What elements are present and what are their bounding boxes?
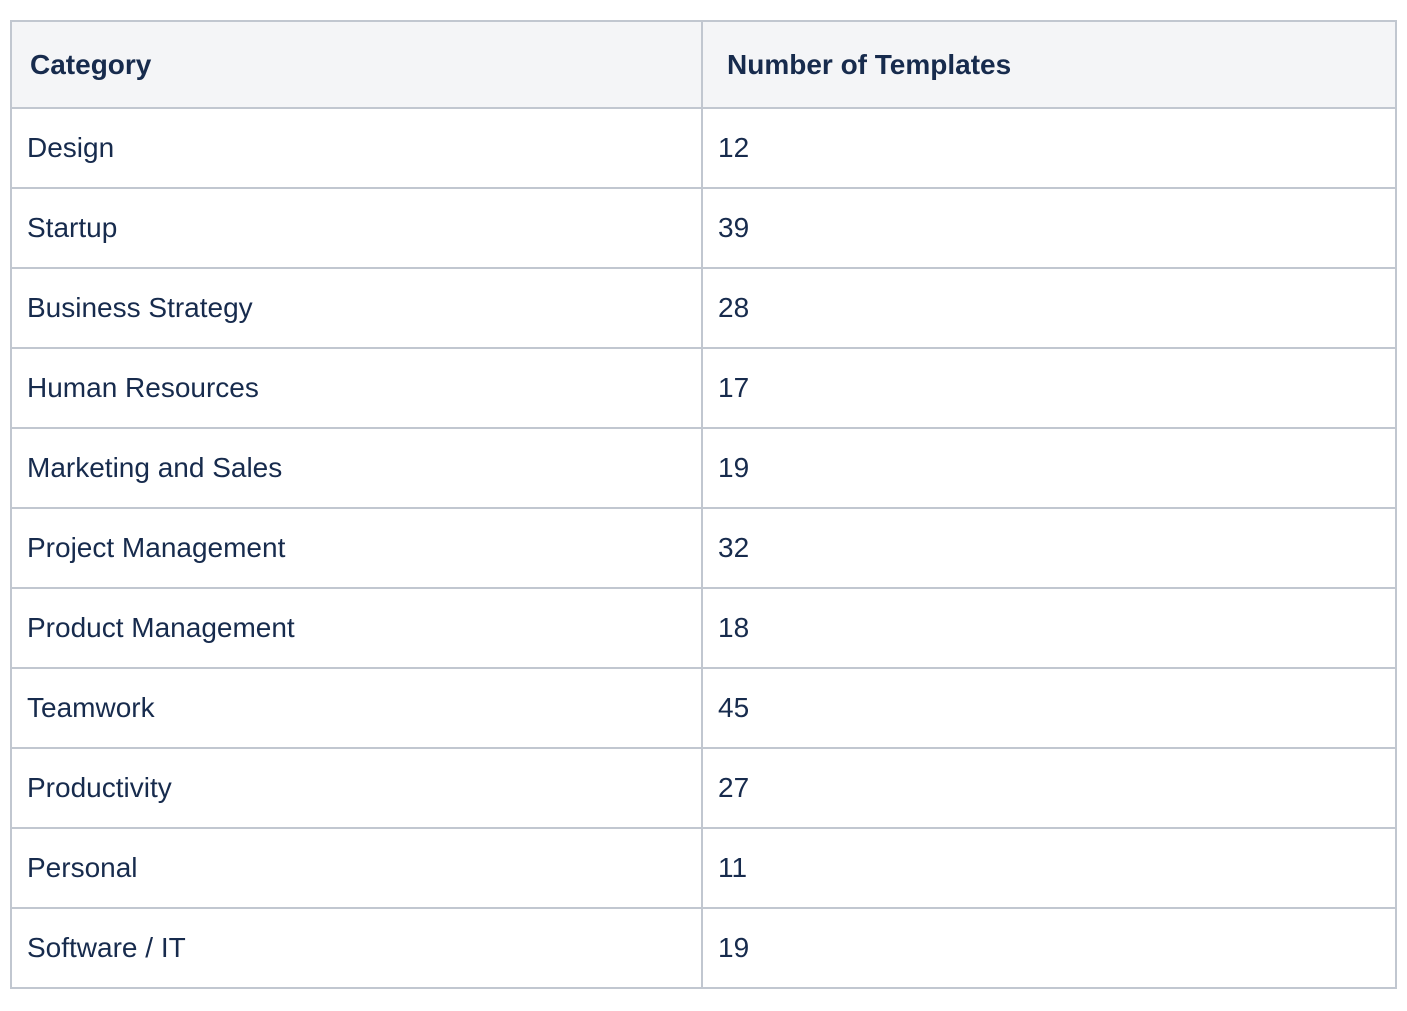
count-cell: 18: [701, 587, 1397, 669]
count-cell: 17: [701, 347, 1397, 429]
table-row: Startup 39: [10, 187, 1397, 269]
table-header: Category Number of Templates: [10, 20, 1397, 109]
column-header-number-of-templates: Number of Templates: [701, 20, 1397, 109]
table-row: Product Management 18: [10, 587, 1397, 669]
column-header-category: Category: [10, 20, 703, 109]
count-cell: 19: [701, 427, 1397, 509]
table-row: Marketing and Sales 19: [10, 427, 1397, 509]
category-cell: Startup: [10, 187, 703, 269]
header-row: Category Number of Templates: [10, 20, 1397, 109]
count-cell: 45: [701, 667, 1397, 749]
count-cell: 32: [701, 507, 1397, 589]
category-cell: Productivity: [10, 747, 703, 829]
table-row: Human Resources 17: [10, 347, 1397, 429]
count-cell: 27: [701, 747, 1397, 829]
category-cell: Product Management: [10, 587, 703, 669]
category-cell: Marketing and Sales: [10, 427, 703, 509]
count-cell: 28: [701, 267, 1397, 349]
count-cell: 19: [701, 907, 1397, 989]
count-cell: 11: [701, 827, 1397, 909]
category-cell: Design: [10, 107, 703, 189]
table-row: Productivity 27: [10, 747, 1397, 829]
table-row: Design 12: [10, 107, 1397, 189]
table-row: Business Strategy 28: [10, 267, 1397, 349]
templates-table: Category Number of Templates Design 12 S…: [10, 20, 1397, 989]
category-cell: Personal: [10, 827, 703, 909]
count-cell: 12: [701, 107, 1397, 189]
category-cell: Teamwork: [10, 667, 703, 749]
templates-table-container: Category Number of Templates Design 12 S…: [10, 20, 1397, 989]
count-cell: 39: [701, 187, 1397, 269]
category-cell: Business Strategy: [10, 267, 703, 349]
category-cell: Human Resources: [10, 347, 703, 429]
table-row: Software / IT 19: [10, 907, 1397, 989]
category-cell: Project Management: [10, 507, 703, 589]
table-row: Teamwork 45: [10, 667, 1397, 749]
table-body: Design 12 Startup 39 Business Strategy 2…: [10, 107, 1397, 989]
table-row: Project Management 32: [10, 507, 1397, 589]
category-cell: Software / IT: [10, 907, 703, 989]
table-row: Personal 11: [10, 827, 1397, 909]
